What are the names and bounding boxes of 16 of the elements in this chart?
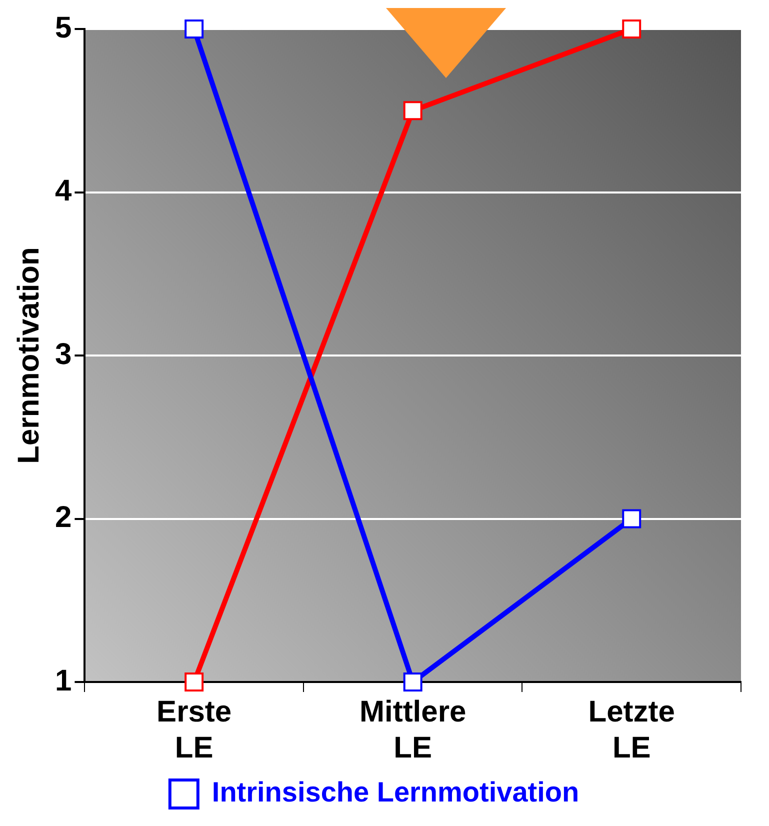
y-axis-title: Lernmotivation (12, 247, 46, 464)
y-tick-label: 1 (54, 664, 72, 698)
y-tick-label: 4 (54, 174, 72, 208)
x-tick-label: Erste LE (156, 695, 232, 764)
legend-label: Intrinsische Lernmotivation (212, 776, 580, 808)
point (403, 101, 422, 120)
point (403, 672, 422, 692)
y-tick-label: 5 (54, 11, 72, 44)
point (622, 20, 642, 38)
x-tick-label: Letzte LE (588, 695, 675, 764)
y-tick-label: 3 (54, 338, 72, 371)
point (184, 672, 204, 692)
point (622, 509, 642, 528)
x-tick-label: Mittlere LE (360, 695, 466, 764)
point (184, 20, 204, 38)
y-tick-label: 2 (54, 501, 72, 534)
